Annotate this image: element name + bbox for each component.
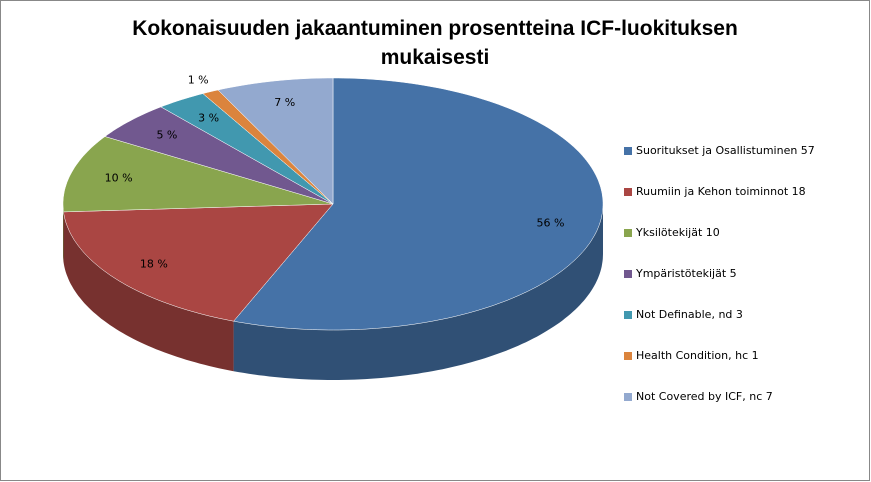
- pie-slice: [217, 77, 334, 205]
- legend-label: Not Definable, nd 3: [636, 308, 743, 321]
- pie-slice-side: [63, 211, 234, 372]
- legend-label: Suoritukset ja Osallistuminen 57: [636, 144, 815, 157]
- pie-slice: [104, 106, 334, 205]
- pie-slice: [62, 136, 334, 213]
- data-label: 10 %: [105, 171, 133, 184]
- data-label: 1 %: [188, 74, 209, 87]
- data-label: 3 %: [198, 112, 219, 125]
- legend-label: Health Condition, hc 1: [636, 349, 759, 362]
- legend-swatch: [624, 229, 632, 237]
- legend-swatch: [624, 393, 632, 401]
- pie-slice-side: [233, 204, 603, 380]
- legend-swatch: [624, 270, 632, 278]
- pie-slice-side: [63, 204, 64, 262]
- legend-swatch: [624, 147, 632, 155]
- chart-title: Kokonaisuuden jakaantuminen prosentteina…: [132, 17, 738, 69]
- legend-label: Ympäristötekijät 5: [635, 267, 737, 280]
- data-label: 5 %: [156, 129, 177, 142]
- legend-swatch: [624, 188, 632, 196]
- pie-slice: [160, 93, 334, 205]
- data-label: 7 %: [274, 96, 295, 109]
- pie-slice: [63, 203, 334, 322]
- data-label: 18 %: [140, 258, 168, 271]
- legend-label: Yksilötekijät 10: [635, 226, 720, 239]
- data-label: 56 %: [537, 216, 565, 229]
- legend-label: Not Covered by ICF, nc 7: [636, 390, 773, 403]
- legend-swatch: [624, 311, 632, 319]
- legend-label: Ruumiin ja Kehon toiminnot 18: [636, 185, 806, 198]
- legend-swatch: [624, 352, 632, 360]
- pie-slice: [233, 77, 604, 331]
